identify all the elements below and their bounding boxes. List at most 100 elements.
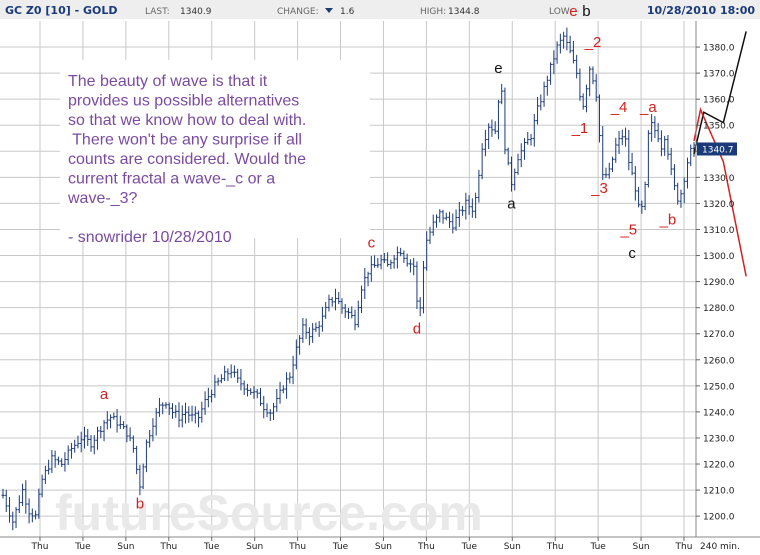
price-bar — [363, 268, 367, 299]
annotation-line: wave-_3? — [67, 190, 137, 207]
price-bar — [245, 383, 249, 397]
price-bar — [60, 458, 64, 467]
price-bar — [620, 129, 624, 146]
x-tick-label: Thu — [159, 542, 177, 552]
price-bar — [503, 87, 507, 155]
price-bar — [532, 113, 536, 147]
x-tick-label: Sun — [375, 542, 392, 552]
price-bar — [96, 426, 100, 450]
price-bar — [99, 426, 103, 439]
price-bar — [262, 395, 266, 419]
price-bar — [304, 318, 308, 339]
price-bar — [676, 182, 680, 205]
y-tick-label: 1290.0 — [703, 278, 735, 288]
price-bar — [640, 200, 644, 214]
price-bar — [591, 66, 595, 85]
x-tick-label: Sun — [504, 542, 521, 552]
wave-label: _a — [639, 99, 657, 116]
price-bar — [679, 189, 683, 208]
projection-black-line — [693, 31, 747, 155]
price-bar — [76, 435, 80, 449]
price-bar — [50, 450, 54, 473]
date-time: 10/28/2010 18:00 — [647, 4, 755, 17]
price-bar — [630, 152, 634, 176]
price-bar — [157, 397, 161, 417]
price-bar — [444, 212, 448, 221]
x-tick-label: Thu — [675, 542, 693, 552]
price-bar — [519, 143, 523, 168]
price-bar — [40, 474, 44, 498]
price-bar — [536, 96, 540, 125]
x-axis-ticks: Thu Tue Sun Thu Tue Sun Thu Tue Sun Thu Tue Sun Thu T… — [31, 537, 693, 552]
price-bar — [379, 254, 383, 270]
price-bar — [568, 35, 572, 54]
price-bar — [496, 99, 500, 140]
price-bar — [643, 181, 647, 211]
price-bar — [604, 167, 608, 178]
price-bar — [223, 365, 227, 382]
price-bar — [376, 257, 380, 268]
price-bar — [353, 309, 357, 331]
price-bar — [112, 412, 116, 420]
price-bar — [92, 435, 96, 455]
price-bar — [366, 271, 370, 287]
price-bar — [138, 464, 142, 496]
price-bar — [685, 157, 689, 189]
price-bar — [187, 406, 191, 423]
price-bar — [265, 403, 269, 418]
price-bar — [402, 250, 406, 263]
x-tick-label: Tue — [203, 542, 220, 552]
price-bar — [467, 195, 471, 215]
price-bar — [457, 201, 461, 227]
annotation-line: There won't be any surprise if all — [68, 132, 302, 149]
price-bar — [421, 260, 425, 314]
y-tick-label: 1210.0 — [703, 487, 735, 497]
price-bar — [82, 426, 86, 449]
price-bar — [291, 355, 295, 385]
price-bar — [148, 429, 152, 448]
x-tick-label: Thu — [31, 542, 49, 552]
price-bar — [180, 405, 184, 428]
price-bar — [663, 135, 667, 156]
current-price-box: 1340.7 — [697, 142, 737, 156]
price-bar — [373, 255, 377, 268]
price-bar — [4, 489, 8, 513]
change-value: 1.6 — [340, 7, 355, 17]
price-bar — [477, 169, 481, 203]
annotation-line: so that we know how to deal with. — [68, 112, 306, 129]
price-bar — [347, 307, 350, 320]
high-label: HIGH: — [420, 7, 446, 17]
price-bar — [408, 259, 412, 273]
price-bar — [653, 116, 657, 139]
price-bar — [448, 211, 452, 229]
price-bar — [441, 209, 445, 224]
price-bar — [285, 372, 289, 399]
price-bar — [118, 415, 122, 429]
price-bar — [281, 385, 285, 394]
price-bar — [197, 410, 201, 428]
wave-label: a — [100, 386, 109, 403]
price-bar — [161, 402, 165, 415]
wave-label: c — [628, 245, 636, 262]
price-bar — [395, 246, 399, 269]
price-bar — [184, 402, 188, 424]
wave-label: _b — [659, 211, 677, 228]
price-bar — [128, 427, 132, 442]
wave-label: d — [413, 321, 421, 338]
price-bar — [66, 445, 70, 466]
price-bar — [516, 153, 520, 175]
price-bar — [14, 507, 18, 529]
price-bar — [617, 130, 621, 154]
last-label: LAST: — [145, 7, 170, 17]
price-bar — [350, 306, 354, 319]
price-bar — [415, 261, 419, 309]
price-bar — [418, 297, 422, 317]
price-bar — [425, 231, 429, 271]
price-bar — [382, 252, 386, 264]
annotation-box: The beauty of wave is that it provides us… — [60, 60, 370, 246]
price-bar — [483, 129, 487, 157]
price-bar — [79, 431, 83, 453]
y-tick-label: 1240.0 — [703, 408, 735, 418]
wave-label: _2 — [584, 34, 602, 51]
